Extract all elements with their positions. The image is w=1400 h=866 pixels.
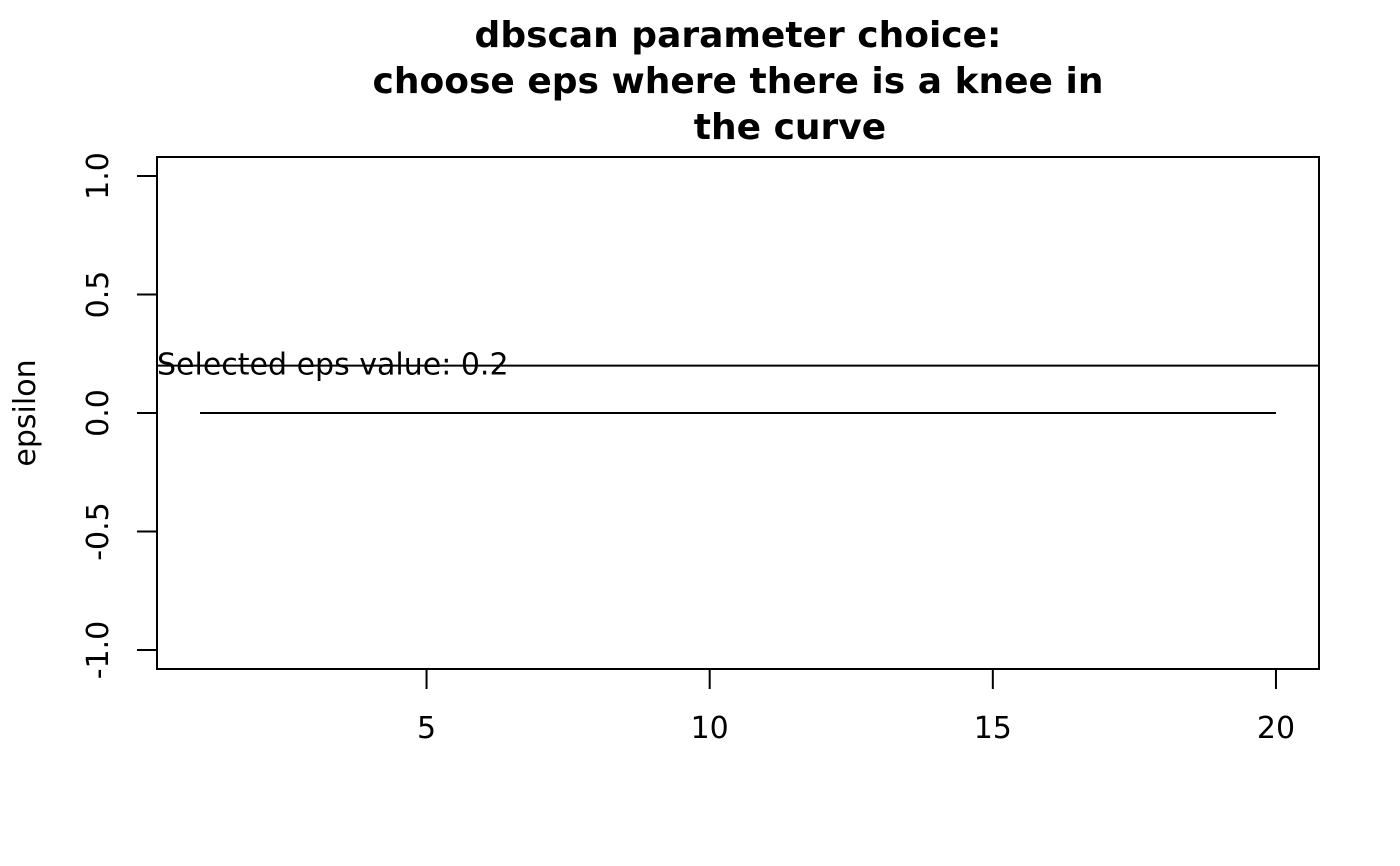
y-tick-label: 1.0 bbox=[81, 152, 116, 200]
y-tick-label: 0.0 bbox=[81, 389, 116, 437]
x-axis: 5 10 15 20 bbox=[417, 668, 1295, 746]
plot-marks: Selected eps value: 0.2 bbox=[157, 348, 1319, 414]
chart-title-line-2: choose eps where there is a knee in bbox=[373, 61, 1104, 102]
y-axis-label: epsilon bbox=[8, 359, 43, 466]
y-tick-label: -1.0 bbox=[81, 621, 116, 680]
chart-title: dbscan parameter choice: choose eps wher… bbox=[373, 15, 1104, 148]
x-tick-label: 15 bbox=[974, 711, 1012, 746]
chart-title-line-1: dbscan parameter choice: bbox=[475, 15, 1002, 56]
y-tick-label: 0.5 bbox=[81, 271, 116, 319]
x-tick-label: 10 bbox=[691, 711, 729, 746]
chart-title-line-3: the curve bbox=[694, 107, 886, 148]
selected-eps-annotation: Selected eps value: 0.2 bbox=[157, 348, 509, 383]
x-tick-label: 5 bbox=[417, 711, 436, 746]
y-axis: -1.0 -0.5 0.0 0.5 1.0 bbox=[81, 152, 158, 680]
y-tick-label: -0.5 bbox=[81, 502, 116, 561]
x-tick-label: 20 bbox=[1257, 711, 1295, 746]
